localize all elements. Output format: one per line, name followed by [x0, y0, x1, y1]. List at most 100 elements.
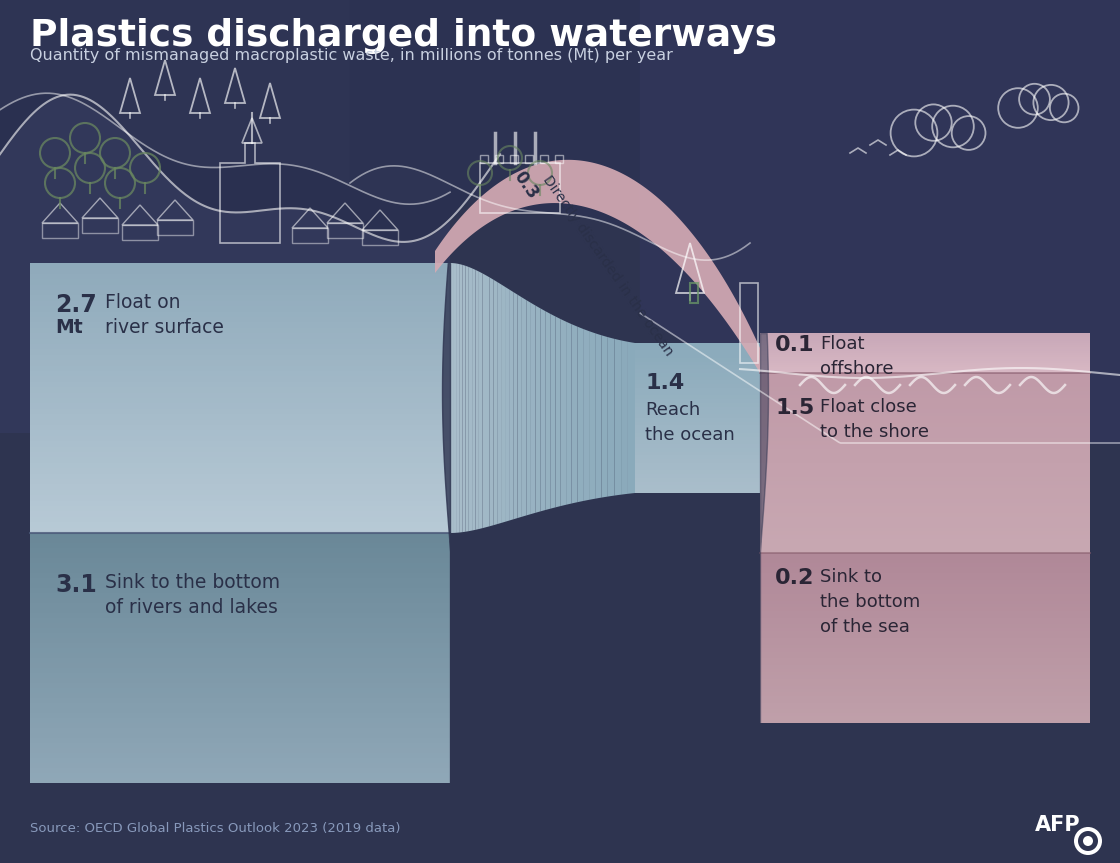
Polygon shape [760, 391, 1090, 394]
Polygon shape [760, 513, 1090, 517]
Polygon shape [635, 411, 760, 414]
Polygon shape [30, 703, 450, 708]
Polygon shape [635, 350, 760, 354]
Polygon shape [30, 414, 450, 419]
Polygon shape [635, 400, 760, 403]
Polygon shape [635, 482, 760, 486]
Polygon shape [760, 665, 1090, 669]
Polygon shape [635, 437, 760, 440]
Polygon shape [760, 419, 1090, 424]
Polygon shape [760, 398, 1090, 402]
Polygon shape [30, 484, 450, 490]
Polygon shape [760, 631, 1090, 634]
Polygon shape [760, 528, 1090, 532]
Polygon shape [760, 477, 1090, 481]
Polygon shape [30, 563, 450, 568]
Polygon shape [760, 573, 1090, 576]
Circle shape [1083, 836, 1093, 846]
Text: the ocean: the ocean [645, 426, 735, 444]
Polygon shape [466, 266, 469, 532]
Polygon shape [635, 463, 760, 467]
Polygon shape [760, 373, 1090, 376]
Polygon shape [760, 689, 1090, 692]
Polygon shape [760, 634, 1090, 638]
Polygon shape [760, 713, 1090, 716]
Text: 0.2: 0.2 [775, 568, 814, 588]
Polygon shape [760, 699, 1090, 702]
Text: of rivers and lakes: of rivers and lakes [105, 598, 278, 617]
Polygon shape [30, 668, 450, 673]
Polygon shape [30, 603, 450, 608]
Polygon shape [30, 778, 450, 783]
Polygon shape [760, 594, 1090, 597]
Polygon shape [535, 306, 540, 513]
Polygon shape [30, 688, 450, 693]
Polygon shape [760, 467, 1090, 470]
Polygon shape [30, 773, 450, 778]
Polygon shape [760, 608, 1090, 611]
Polygon shape [760, 570, 1090, 573]
Text: Sink to: Sink to [820, 568, 883, 586]
Polygon shape [30, 350, 450, 355]
Polygon shape [30, 344, 450, 350]
Polygon shape [30, 285, 450, 290]
Polygon shape [635, 358, 760, 362]
Polygon shape [608, 337, 615, 496]
Polygon shape [760, 655, 1090, 658]
Polygon shape [30, 618, 450, 623]
Polygon shape [635, 414, 760, 418]
Text: Float: Float [820, 335, 865, 353]
Polygon shape [760, 369, 1090, 371]
Text: 0.3: 0.3 [510, 168, 542, 203]
Polygon shape [30, 263, 450, 268]
Polygon shape [760, 463, 1090, 467]
Polygon shape [505, 287, 510, 522]
Polygon shape [760, 434, 1090, 438]
Polygon shape [760, 341, 1090, 343]
Polygon shape [635, 362, 760, 366]
Polygon shape [30, 548, 450, 553]
Polygon shape [760, 625, 1090, 627]
Polygon shape [760, 349, 1090, 351]
Polygon shape [486, 275, 489, 527]
Polygon shape [760, 339, 1090, 341]
Polygon shape [30, 317, 450, 323]
Polygon shape [571, 324, 577, 503]
Polygon shape [760, 682, 1090, 685]
Polygon shape [760, 363, 1090, 365]
Polygon shape [30, 713, 450, 718]
Polygon shape [760, 445, 1090, 449]
Polygon shape [526, 300, 531, 515]
Polygon shape [760, 335, 1090, 337]
Polygon shape [635, 429, 760, 433]
Polygon shape [635, 343, 760, 347]
Polygon shape [452, 263, 456, 533]
Polygon shape [30, 728, 450, 733]
Polygon shape [30, 431, 450, 436]
Polygon shape [469, 267, 473, 531]
Polygon shape [577, 326, 584, 502]
Polygon shape [760, 355, 1090, 357]
Polygon shape [30, 723, 450, 728]
Polygon shape [30, 301, 450, 306]
Polygon shape [760, 672, 1090, 676]
Text: of the sea: of the sea [820, 618, 909, 636]
Polygon shape [30, 648, 450, 653]
Polygon shape [30, 387, 450, 393]
Polygon shape [760, 367, 1090, 369]
Polygon shape [760, 394, 1090, 398]
Polygon shape [30, 490, 450, 495]
Polygon shape [760, 459, 1090, 463]
Polygon shape [30, 506, 450, 512]
Polygon shape [30, 738, 450, 743]
Text: Mt: Mt [55, 318, 83, 337]
Polygon shape [501, 284, 505, 523]
Polygon shape [459, 264, 463, 532]
Polygon shape [30, 517, 450, 522]
Polygon shape [30, 543, 450, 548]
Polygon shape [30, 753, 450, 758]
Polygon shape [760, 351, 1090, 353]
Polygon shape [550, 314, 556, 508]
Polygon shape [635, 425, 760, 429]
Polygon shape [494, 280, 497, 526]
